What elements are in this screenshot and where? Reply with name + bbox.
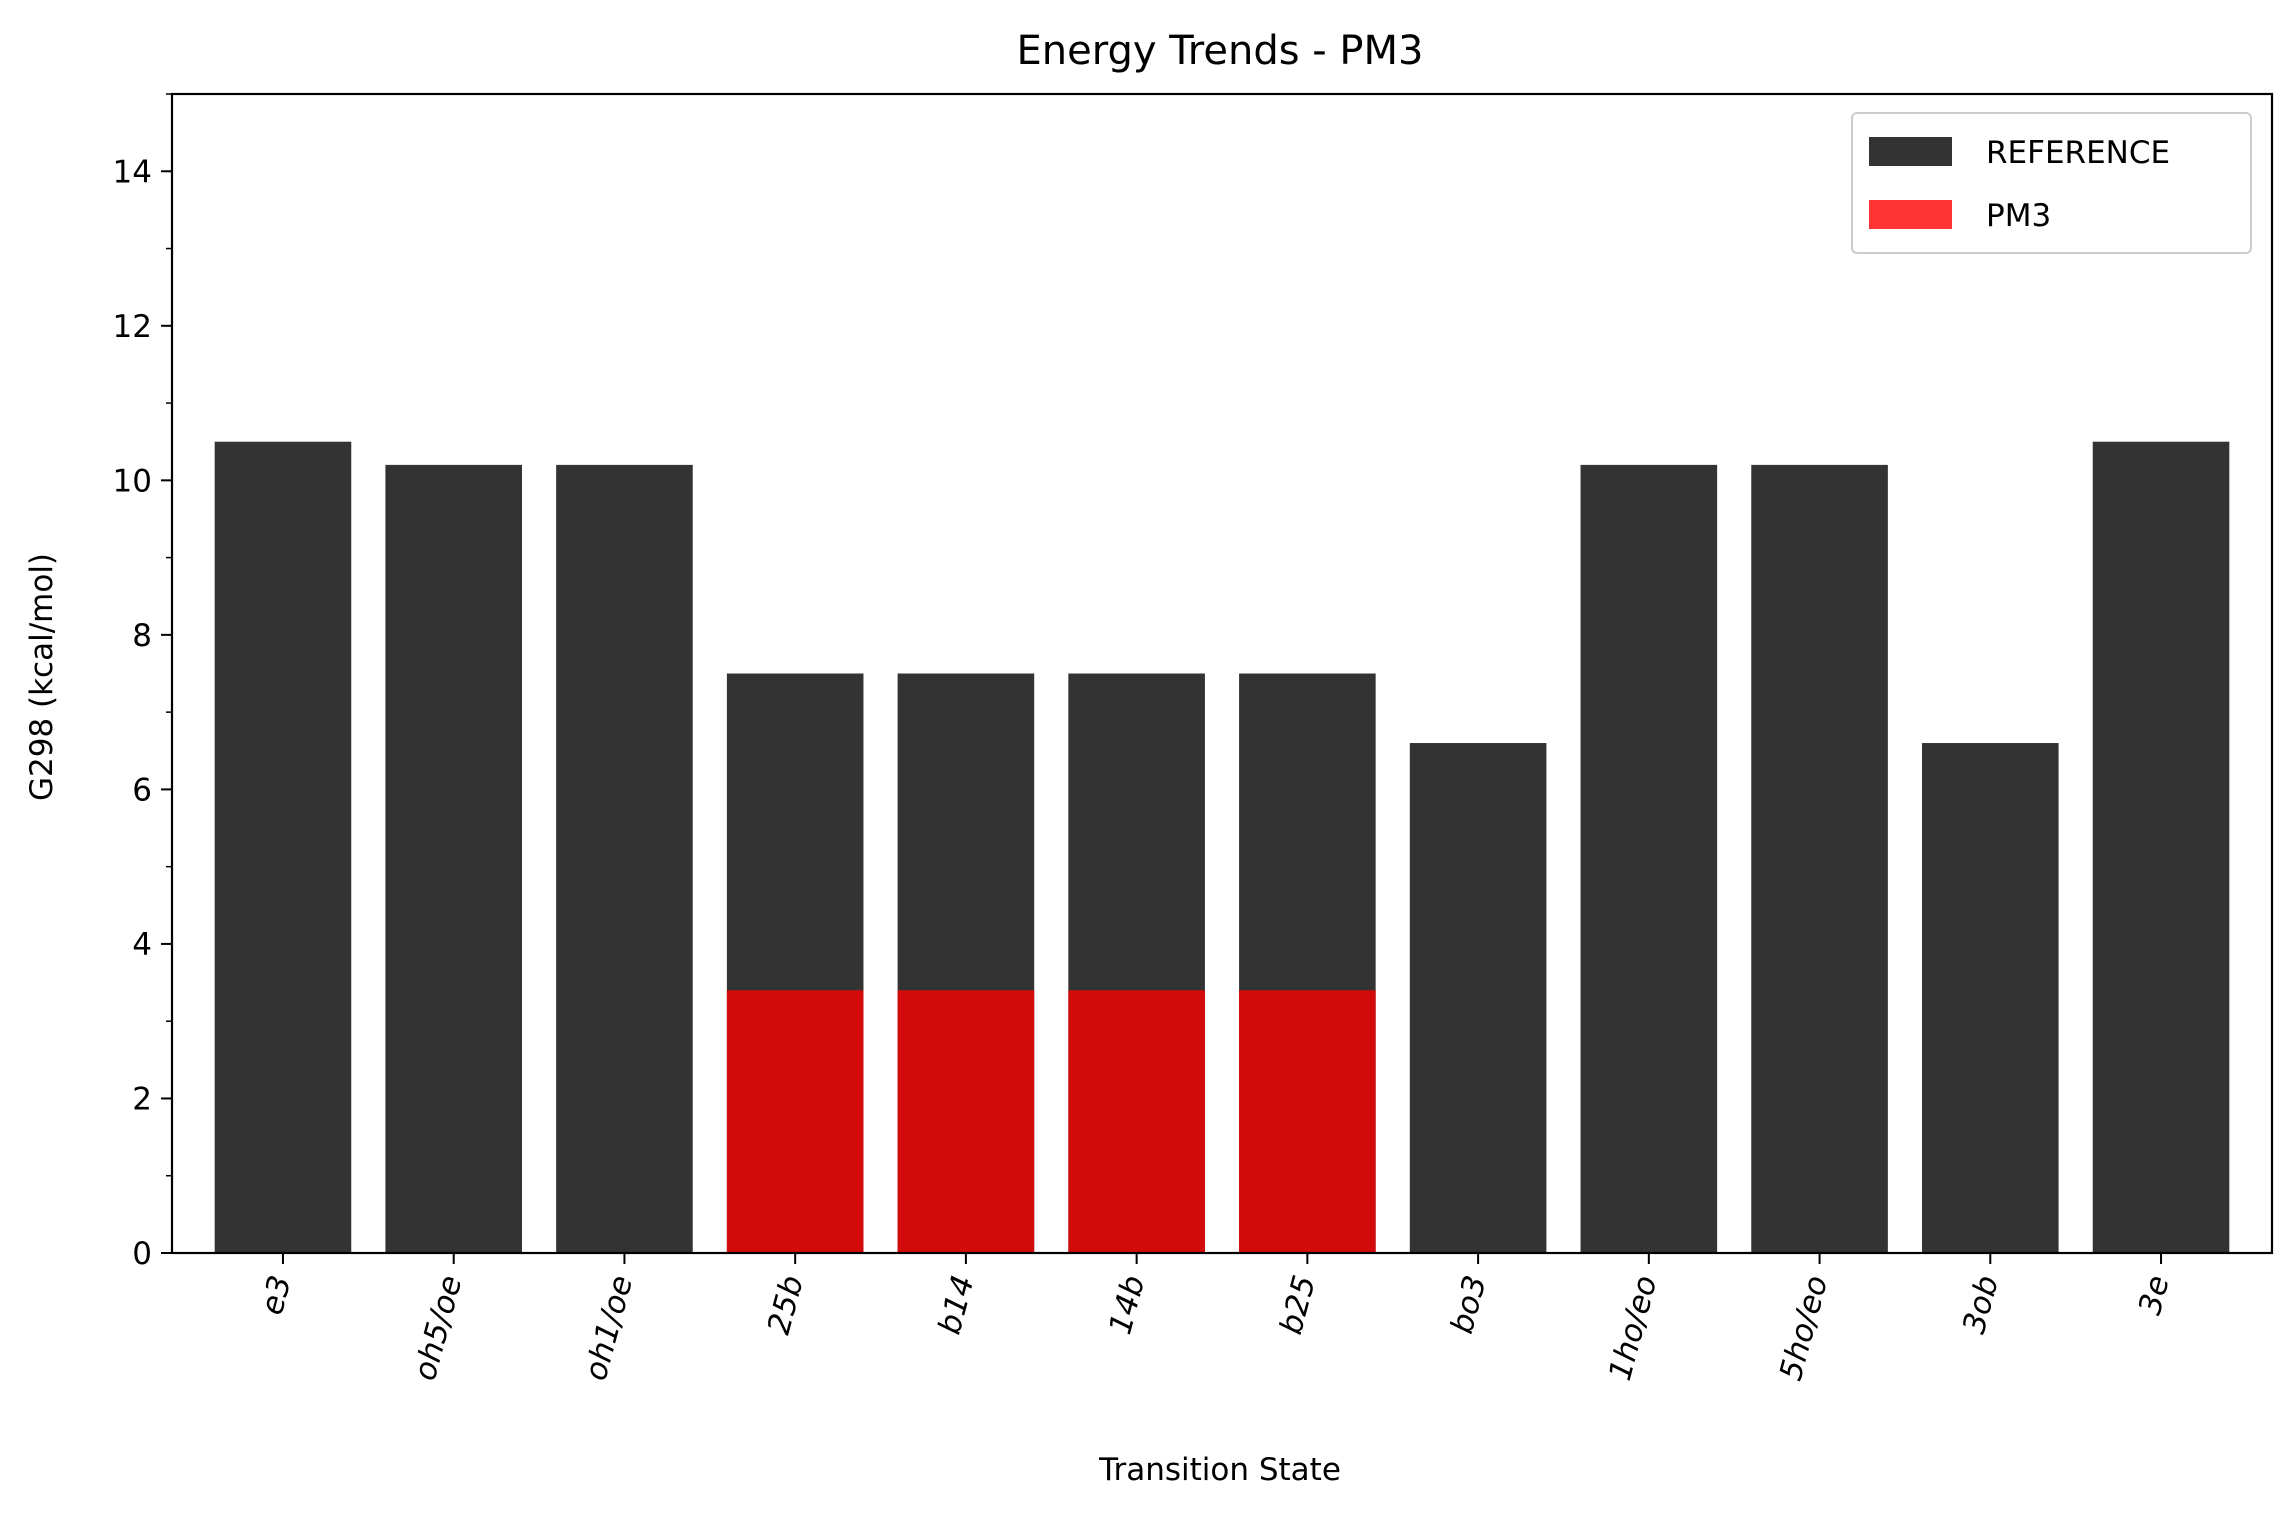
legend-box [1851, 112, 2252, 254]
x-tick-label-10: 3ob [1956, 1272, 2006, 1338]
y-tick-label-2: 4 [132, 927, 152, 963]
y-tick-label-4: 8 [132, 618, 152, 654]
x-axis-title: Transition State [1098, 1452, 1341, 1488]
y-tick-label-7: 14 [113, 154, 152, 190]
x-tick-label-2: oh1/oe [578, 1272, 640, 1385]
reference-bar-1 [385, 464, 522, 1253]
pm3-bar-4 [897, 990, 1035, 1253]
legend-swatch-0 [1869, 137, 1952, 166]
x-tick-label-4: b14 [932, 1272, 982, 1338]
y-axis-title: G298 (kcal/mol) [24, 553, 60, 801]
y-tick-label-1: 2 [132, 1081, 152, 1117]
reference-bar-9 [1751, 464, 1888, 1253]
y-tick-label-3: 6 [132, 772, 152, 808]
x-tick-label-3: 25b [761, 1272, 811, 1338]
pm3-bar-5 [1068, 990, 1205, 1253]
x-tick-label-9: 5ho/eo [1773, 1272, 1835, 1385]
chart-title: Energy Trends - PM3 [1016, 28, 1423, 74]
reference-bar-0 [214, 441, 352, 1253]
legend-swatch-1 [1869, 200, 1952, 229]
plot-area [214, 441, 2230, 1253]
reference-bar-7 [1409, 743, 1547, 1253]
reference-bar-8 [1580, 464, 1718, 1253]
x-tick-label-5: 14b [1102, 1272, 1152, 1338]
reference-bar-11 [2092, 441, 2230, 1253]
y-tick-label-6: 12 [113, 309, 152, 345]
legend-label-0: REFERENCE [1986, 135, 2170, 171]
x-tick-label-8: 1ho/eo [1602, 1272, 1664, 1385]
pm3-bar-6 [1239, 990, 1376, 1253]
x-tick-label-6: b25 [1273, 1272, 1323, 1338]
y-tick-label-0: 0 [132, 1236, 152, 1272]
x-tick-label-0: e3 [254, 1272, 299, 1319]
x-tick-label-11: 3e [2132, 1272, 2177, 1319]
legend: REFERENCE PM3 [1851, 112, 2252, 254]
y-tick-label-5: 10 [113, 463, 152, 499]
reference-bar-10 [1922, 743, 2059, 1253]
x-tick-label-7: bo3 [1444, 1272, 1494, 1338]
plot-frame [170, 92, 2274, 1255]
x-tick-label-1: oh5/oe [407, 1272, 469, 1385]
legend-label-1: PM3 [1986, 198, 2051, 234]
pm3-bar-3 [726, 990, 864, 1253]
reference-bar-2 [556, 464, 693, 1253]
